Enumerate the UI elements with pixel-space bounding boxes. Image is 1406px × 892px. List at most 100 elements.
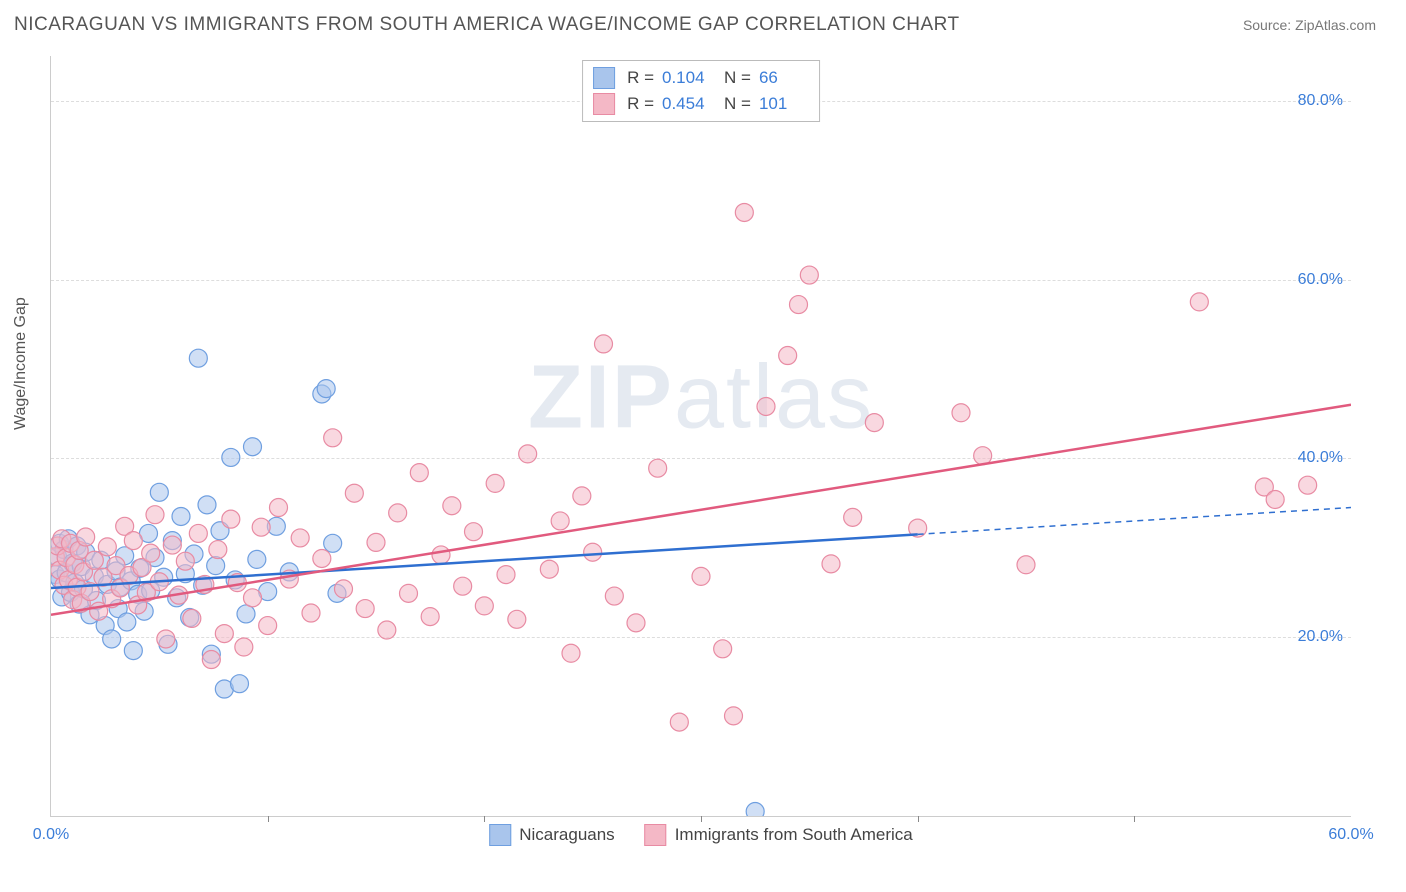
- scatter-point: [627, 614, 645, 632]
- scatter-point: [183, 609, 201, 627]
- legend-r-label: R =: [627, 68, 654, 88]
- scatter-point: [189, 524, 207, 542]
- scatter-point: [725, 707, 743, 725]
- scatter-point: [584, 543, 602, 561]
- scatter-point: [335, 580, 353, 598]
- scatter-point: [124, 642, 142, 660]
- scatter-point: [270, 499, 288, 517]
- scatter-point: [244, 438, 262, 456]
- scatter-point: [172, 507, 190, 525]
- scatter-point: [746, 803, 764, 816]
- scatter-point: [189, 349, 207, 367]
- scatter-point: [202, 651, 220, 669]
- scatter-point: [865, 414, 883, 432]
- scatter-point: [605, 587, 623, 605]
- stats-legend: R =0.104N =66R =0.454N =101: [582, 60, 820, 122]
- scatter-point: [800, 266, 818, 284]
- scatter-point: [313, 549, 331, 567]
- scatter-point: [421, 608, 439, 626]
- scatter-point: [400, 584, 418, 602]
- scatter-point: [231, 675, 249, 693]
- scatter-point: [735, 203, 753, 221]
- scatter-point: [692, 567, 710, 585]
- legend-n-label: N =: [724, 68, 751, 88]
- series-legend-label: Immigrants from South America: [675, 825, 913, 845]
- scatter-point: [291, 529, 309, 547]
- scatter-point: [124, 532, 142, 550]
- series-legend: Nicaraguans Immigrants from South America: [489, 824, 913, 846]
- scatter-point: [432, 546, 450, 564]
- stats-legend-row: R =0.104N =66: [593, 65, 809, 91]
- x-tick-mark: [484, 816, 485, 822]
- scatter-point: [146, 506, 164, 524]
- scatter-point: [302, 604, 320, 622]
- scatter-point: [85, 551, 103, 569]
- scatter-point: [465, 523, 483, 541]
- scatter-point: [410, 464, 428, 482]
- scatter-point: [163, 536, 181, 554]
- scatter-point: [952, 404, 970, 422]
- scatter-point: [142, 544, 160, 562]
- scatter-point: [443, 497, 461, 515]
- x-tick-mark: [1134, 816, 1135, 822]
- scatter-point: [790, 296, 808, 314]
- scatter-point: [77, 528, 95, 546]
- scatter-point: [207, 557, 225, 575]
- scatter-point: [244, 589, 262, 607]
- legend-swatch-icon: [593, 67, 615, 89]
- scatter-point: [259, 617, 277, 635]
- scatter-point: [215, 625, 233, 643]
- scatter-point: [235, 638, 253, 656]
- scatter-point: [844, 508, 862, 526]
- scatter-point: [248, 550, 266, 568]
- x-tick-mark: [918, 816, 919, 822]
- scatter-point: [508, 610, 526, 628]
- scatter-point: [595, 335, 613, 353]
- scatter-point: [345, 484, 363, 502]
- series-legend-item: Nicaraguans: [489, 824, 614, 846]
- legend-n-value: 101: [759, 94, 809, 114]
- scatter-point: [1266, 490, 1284, 508]
- x-tick-mark: [701, 816, 702, 822]
- legend-n-label: N =: [724, 94, 751, 114]
- legend-r-value: 0.104: [662, 68, 712, 88]
- legend-r-value: 0.454: [662, 94, 712, 114]
- scatter-point: [237, 605, 255, 623]
- scatter-point: [150, 483, 168, 501]
- scatter-point: [324, 429, 342, 447]
- scatter-point: [519, 445, 537, 463]
- scatter-point: [562, 644, 580, 662]
- scatter-point: [176, 552, 194, 570]
- chart-plot-area: ZIPatlas R =0.104N =66R =0.454N =101 Nic…: [50, 56, 1351, 817]
- scatter-point: [454, 577, 472, 595]
- y-axis-label: Wage/Income Gap: [12, 297, 30, 430]
- scatter-point: [1017, 556, 1035, 574]
- scatter-point: [118, 613, 136, 631]
- trend-line-extension: [918, 508, 1351, 535]
- scatter-point: [540, 560, 558, 578]
- scatter-point: [649, 459, 667, 477]
- legend-r-label: R =: [627, 94, 654, 114]
- scatter-svg: [51, 56, 1351, 816]
- scatter-point: [356, 600, 374, 618]
- x-tick-label: 60.0%: [1328, 826, 1373, 844]
- scatter-point: [389, 504, 407, 522]
- legend-swatch-icon: [489, 824, 511, 846]
- series-legend-item: Immigrants from South America: [645, 824, 913, 846]
- scatter-point: [497, 566, 515, 584]
- scatter-point: [324, 534, 342, 552]
- legend-swatch-icon: [593, 93, 615, 115]
- scatter-point: [209, 541, 227, 559]
- x-tick-label: 0.0%: [33, 826, 69, 844]
- scatter-point: [252, 518, 270, 536]
- scatter-point: [779, 347, 797, 365]
- scatter-point: [714, 640, 732, 658]
- scatter-point: [367, 533, 385, 551]
- scatter-point: [222, 448, 240, 466]
- scatter-point: [222, 510, 240, 528]
- scatter-point: [198, 496, 216, 514]
- source-credit: Source: ZipAtlas.com: [1243, 17, 1376, 33]
- scatter-point: [670, 713, 688, 731]
- scatter-point: [1299, 476, 1317, 494]
- scatter-point: [475, 597, 493, 615]
